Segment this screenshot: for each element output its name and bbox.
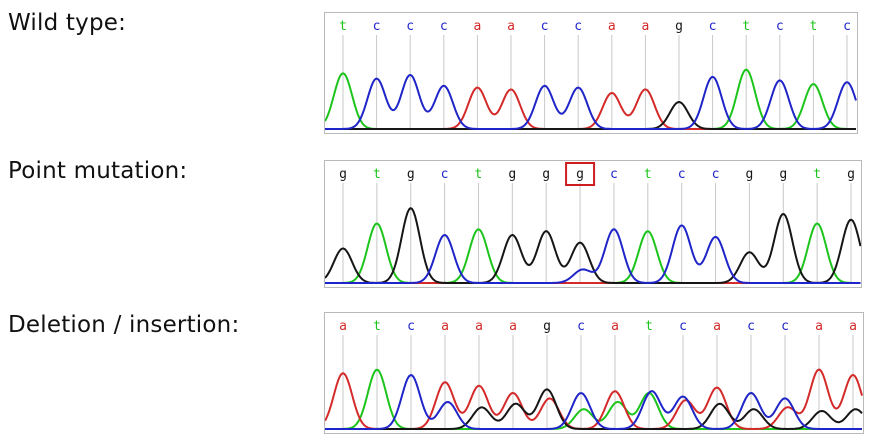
base-call-guanine: g <box>675 19 683 34</box>
thymine-trace <box>325 68 856 130</box>
base-call-thymine: t <box>644 167 652 182</box>
base-call-adenine: a <box>611 319 619 334</box>
base-call-cytosine: c <box>441 167 449 182</box>
adenine-trace <box>325 86 856 130</box>
base-call-cytosine: c <box>407 319 415 334</box>
base-call-thymine: t <box>813 167 821 182</box>
base-call-cytosine: c <box>610 167 618 182</box>
base-call-thymine: t <box>373 319 381 334</box>
base-call-cytosine: c <box>678 167 686 182</box>
mutation-highlight-box <box>565 162 596 186</box>
guanine-trace <box>325 388 863 430</box>
base-call-cytosine: c <box>747 319 755 334</box>
base-call-guanine: g <box>576 167 584 182</box>
base-call-thymine: t <box>809 19 817 34</box>
base-call-adenine: a <box>849 319 857 334</box>
base-call-thymine: t <box>645 319 653 334</box>
base-call-cytosine: c <box>843 19 851 34</box>
base-call-adenine: a <box>339 319 347 334</box>
cytosine-trace <box>325 224 861 284</box>
thymine-trace <box>325 222 861 284</box>
base-call-adenine: a <box>713 319 721 334</box>
base-call-guanine: g <box>407 167 415 182</box>
base-call-adenine: a <box>507 19 515 34</box>
base-call-cytosine: c <box>709 19 717 34</box>
guanine-trace <box>325 101 856 130</box>
base-call-thymine: t <box>339 19 347 34</box>
base-call-cytosine: c <box>541 19 549 34</box>
base-call-guanine: g <box>339 167 347 182</box>
base-call-thymine: t <box>373 167 381 182</box>
base-call-cytosine: c <box>712 167 720 182</box>
base-call-thymine: t <box>742 19 750 34</box>
base-call-adenine: a <box>509 319 517 334</box>
base-call-cytosine: c <box>577 319 585 334</box>
deletion-insertion-label: Deletion / insertion: <box>8 312 240 338</box>
base-call-cytosine: c <box>574 19 582 34</box>
base-call-adenine: a <box>608 19 616 34</box>
base-call-adenine: a <box>815 319 823 334</box>
base-call-guanine: g <box>745 167 753 182</box>
base-call-guanine: g <box>542 167 550 182</box>
base-call-guanine: g <box>779 167 787 182</box>
base-call-cytosine: c <box>776 19 784 34</box>
base-call-cytosine: c <box>679 319 687 334</box>
guanine-trace <box>325 207 861 284</box>
base-call-cytosine: c <box>781 319 789 334</box>
wild-type-label: Wild type: <box>8 10 127 36</box>
base-call-cytosine: c <box>440 19 448 34</box>
base-call-thymine: t <box>475 167 483 182</box>
cytosine-trace <box>325 374 862 430</box>
point-mutation-label: Point mutation: <box>8 158 188 184</box>
base-call-guanine: g <box>847 167 855 182</box>
base-call-adenine: a <box>475 319 483 334</box>
base-call-cytosine: c <box>373 19 381 34</box>
base-call-adenine: a <box>473 19 481 34</box>
base-call-cytosine: c <box>406 19 414 34</box>
cytosine-trace <box>325 73 857 130</box>
base-call-adenine: a <box>441 319 449 334</box>
base-call-guanine: g <box>508 167 516 182</box>
base-call-guanine: g <box>543 319 551 334</box>
base-call-adenine: a <box>641 19 649 34</box>
